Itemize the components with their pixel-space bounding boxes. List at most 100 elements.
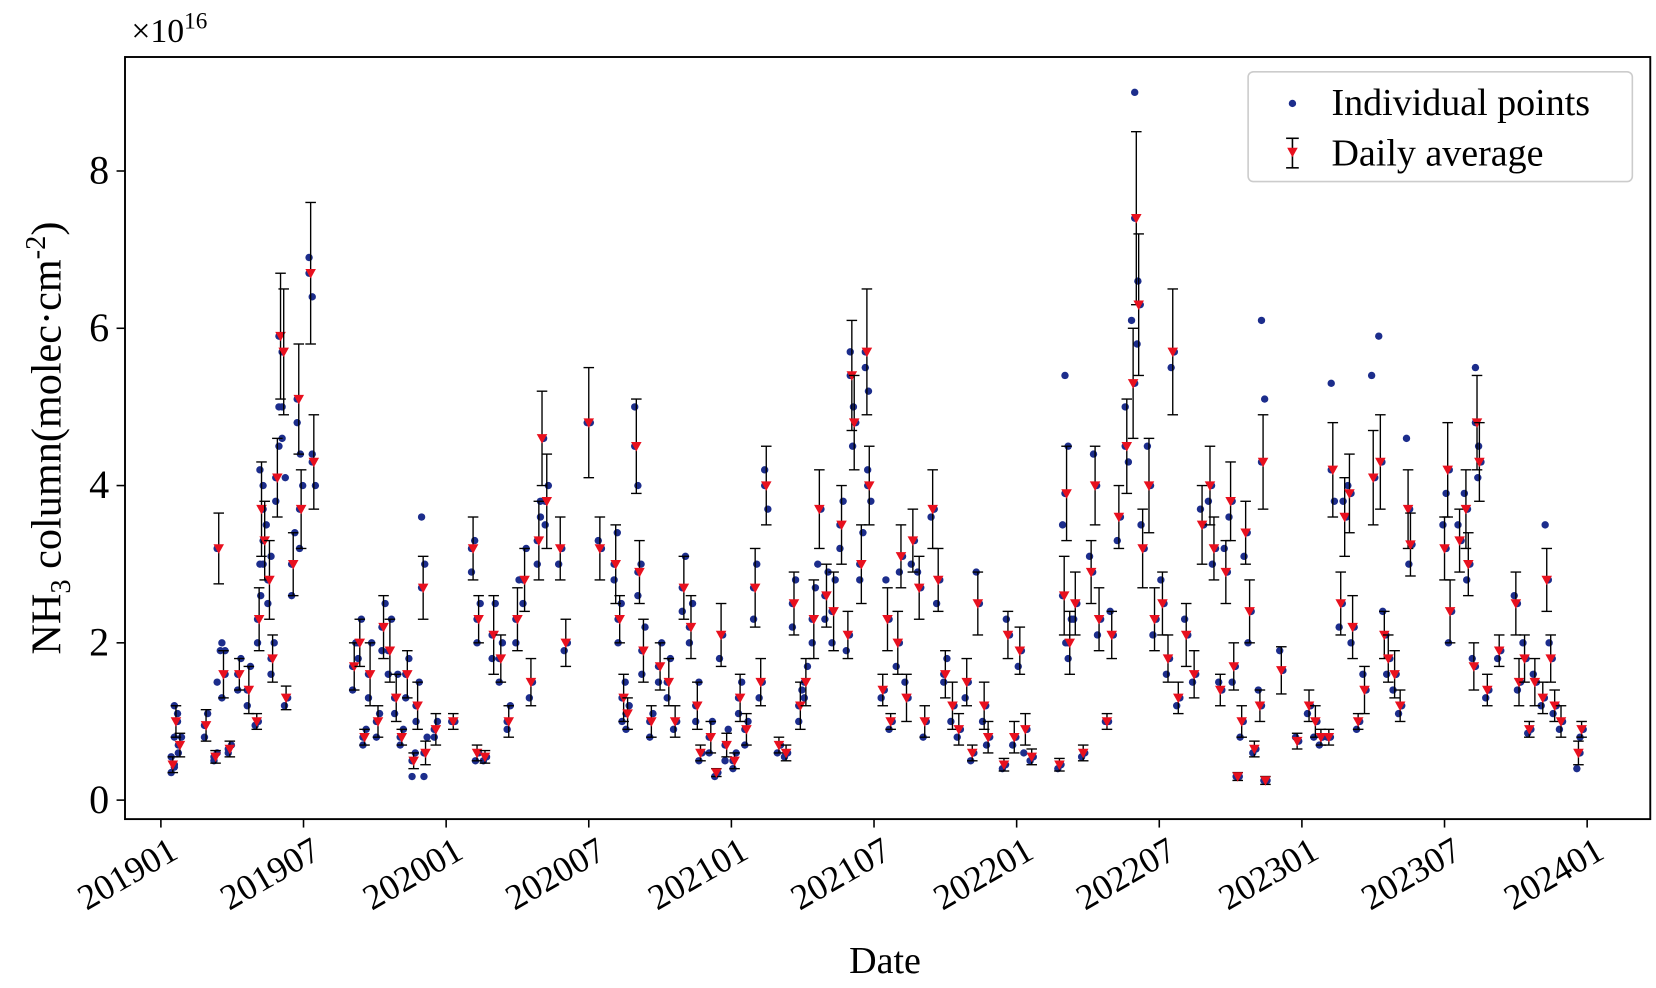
individual-point bbox=[1137, 521, 1145, 529]
daily-average-marker bbox=[972, 599, 984, 609]
daily-average-marker bbox=[447, 717, 459, 727]
individual-point bbox=[1070, 615, 1078, 623]
individual-point bbox=[1394, 709, 1403, 718]
individual-point bbox=[821, 615, 829, 623]
individual-point bbox=[470, 536, 479, 545]
daily-average-marker bbox=[646, 717, 657, 727]
individual-point bbox=[1471, 363, 1480, 372]
daily-average-marker bbox=[210, 752, 221, 763]
daily-average-marker bbox=[1180, 630, 1192, 641]
daily-average-marker bbox=[1101, 717, 1113, 727]
individual-point bbox=[1008, 741, 1017, 749]
daily-average-marker bbox=[685, 622, 697, 633]
daily-average-marker bbox=[734, 693, 746, 704]
individual-point bbox=[218, 639, 226, 647]
daily-average-marker bbox=[1162, 654, 1174, 664]
individual-point bbox=[856, 576, 864, 584]
individual-point bbox=[272, 497, 280, 505]
daily-average-marker bbox=[1225, 497, 1236, 507]
individual-point bbox=[259, 560, 267, 568]
individual-point bbox=[836, 544, 844, 553]
daily-average-marker bbox=[280, 693, 292, 704]
individual-point bbox=[1188, 678, 1197, 686]
daily-average-marker bbox=[372, 717, 384, 727]
daily-average-marker bbox=[503, 717, 515, 727]
daily-average-marker bbox=[1463, 559, 1474, 570]
daily-average-marker bbox=[638, 646, 649, 656]
daily-average-marker bbox=[940, 670, 951, 680]
daily-average-marker bbox=[953, 725, 965, 735]
individual-point bbox=[895, 568, 904, 576]
individual-point bbox=[808, 639, 816, 647]
individual-point bbox=[1157, 576, 1165, 584]
daily-average-marker bbox=[1555, 717, 1567, 727]
x-tick-label: 202001 bbox=[356, 829, 469, 917]
individual-point bbox=[280, 702, 289, 710]
individual-point bbox=[354, 654, 362, 663]
daily-average-marker bbox=[721, 740, 732, 751]
daily-average-marker bbox=[1519, 654, 1530, 664]
x-tick-label: 202301 bbox=[1212, 829, 1325, 917]
x-tick-label: 201901 bbox=[71, 829, 184, 917]
daily-average-marker bbox=[1315, 732, 1327, 743]
individual-point bbox=[1545, 639, 1553, 647]
individual-point bbox=[867, 497, 875, 505]
daily-average-marker bbox=[308, 457, 320, 468]
daily-average-marker bbox=[1204, 481, 1216, 491]
daily-average-marker bbox=[1085, 567, 1097, 578]
daily-average-marker bbox=[1196, 520, 1208, 531]
individual-point bbox=[1573, 764, 1581, 773]
individual-point bbox=[1089, 450, 1098, 458]
x-axis-ticks: 201901 201907 202001 202007 202101 202107 2022… bbox=[71, 819, 1610, 918]
individual-point bbox=[828, 639, 836, 647]
daily-average-marker bbox=[1513, 677, 1525, 688]
individual-point bbox=[621, 678, 629, 686]
x-axis-label: Date bbox=[849, 940, 921, 982]
daily-average-marker bbox=[200, 721, 212, 731]
daily-average-marker bbox=[814, 504, 825, 515]
daily-average-marker bbox=[1347, 622, 1358, 633]
individual-point bbox=[476, 599, 484, 608]
individual-point bbox=[1347, 639, 1355, 647]
individual-point bbox=[940, 678, 948, 686]
individual-point bbox=[864, 387, 873, 395]
daily-average-marker bbox=[1133, 300, 1144, 310]
individual-point bbox=[1439, 521, 1447, 529]
y-tick-label: 6 bbox=[89, 305, 109, 350]
daily-average-marker bbox=[1257, 457, 1269, 468]
daily-average-marker bbox=[218, 670, 229, 680]
daily-average-marker bbox=[1545, 654, 1556, 664]
individual-point bbox=[1339, 497, 1347, 505]
individual-point bbox=[641, 623, 649, 631]
daily-average-marker bbox=[932, 575, 944, 586]
daily-average-marker bbox=[430, 725, 442, 735]
daily-average-marker bbox=[1061, 489, 1072, 499]
daily-average-marker bbox=[1344, 489, 1355, 499]
individual-point bbox=[1330, 497, 1339, 505]
daily-average-marker bbox=[863, 481, 875, 491]
individual-point bbox=[744, 717, 752, 726]
daily-average-marker bbox=[961, 677, 973, 688]
daily-average-marker bbox=[1106, 630, 1118, 641]
legend-daily-average: Daily average bbox=[1331, 133, 1543, 175]
daily-average-marker bbox=[560, 638, 572, 649]
individual-point bbox=[901, 678, 909, 686]
individual-point bbox=[1513, 686, 1522, 694]
individual-point bbox=[1555, 725, 1564, 734]
daily-average-marker bbox=[1291, 736, 1303, 747]
daily-average-marker bbox=[408, 756, 419, 767]
individual-point bbox=[1442, 489, 1450, 498]
individual-point bbox=[1196, 505, 1205, 513]
individual-point bbox=[299, 481, 307, 490]
daily-average-marker bbox=[1157, 599, 1168, 609]
individual-point bbox=[631, 403, 639, 411]
daily-average-marker bbox=[1576, 725, 1587, 735]
daily-average-marker bbox=[1439, 544, 1450, 554]
individual-point bbox=[1327, 379, 1335, 388]
individual-point bbox=[308, 450, 316, 458]
individual-point bbox=[798, 686, 806, 694]
x-tick-label: 202107 bbox=[784, 829, 897, 917]
individual-point bbox=[1064, 654, 1072, 663]
individual-point bbox=[1468, 654, 1476, 663]
daily-average-marker bbox=[1359, 685, 1370, 696]
